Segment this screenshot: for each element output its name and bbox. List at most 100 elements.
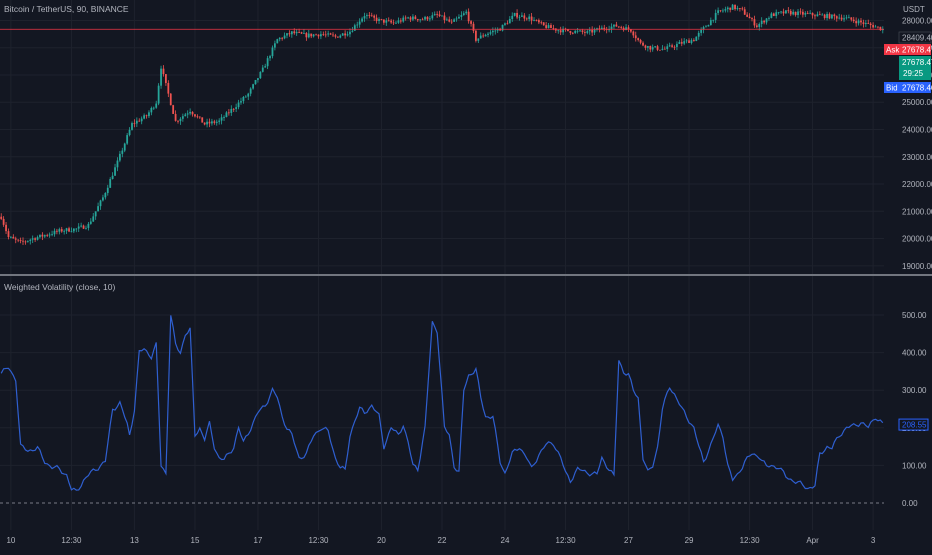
candle-body xyxy=(678,42,681,44)
price-tick-label: 23000.00 xyxy=(902,153,932,162)
currency-label: USDT xyxy=(903,5,925,14)
candle-body xyxy=(106,187,109,193)
candle-body xyxy=(48,234,51,236)
candle-body xyxy=(661,48,664,50)
candle-body xyxy=(213,121,216,123)
candle-body xyxy=(206,121,208,125)
candle-body xyxy=(816,14,819,17)
candle-body xyxy=(683,41,686,44)
candle-body xyxy=(399,20,402,22)
time-axis[interactable]: 10 12:30 13 15 17 12:30 20 22 24 12:30 27 29 12:30 Ap… xyxy=(6,536,875,545)
candle-body xyxy=(220,117,223,121)
candle-body xyxy=(353,25,356,31)
candle-body xyxy=(36,237,39,240)
candle-body xyxy=(695,36,698,42)
candle-body xyxy=(741,8,744,10)
candle-body xyxy=(445,19,448,21)
candle-body xyxy=(143,115,146,119)
candle-body xyxy=(489,32,492,34)
time-tick-label: 10 xyxy=(6,536,15,545)
candle-body xyxy=(591,29,594,33)
price-tick-label: 22000.00 xyxy=(902,180,932,189)
candle-body xyxy=(787,10,790,12)
candle-body xyxy=(862,22,865,24)
candle-body xyxy=(116,160,119,168)
candle-body xyxy=(494,30,497,32)
candle-body xyxy=(646,46,649,48)
candle-body xyxy=(75,228,78,230)
candle-body xyxy=(748,16,751,19)
candle-body xyxy=(867,22,870,24)
candle-body xyxy=(705,26,707,28)
candle-body xyxy=(329,33,332,35)
candle-body xyxy=(504,23,506,25)
candle-body xyxy=(736,8,739,10)
candle-body xyxy=(102,197,104,201)
candle-body xyxy=(801,11,804,15)
candle-body xyxy=(409,17,412,20)
candle-body xyxy=(487,33,489,35)
candle-body xyxy=(421,19,424,21)
candle-body xyxy=(157,85,160,104)
candle-body xyxy=(414,16,417,20)
candle-body xyxy=(341,33,344,36)
candle-body xyxy=(46,235,49,236)
candle-body xyxy=(370,15,373,17)
candle-body xyxy=(797,11,799,15)
candle-body xyxy=(574,30,577,34)
candle-body xyxy=(697,32,700,37)
candle-body xyxy=(7,231,10,238)
volatility-line[interactable] xyxy=(0,315,884,491)
candle-body xyxy=(70,231,73,233)
candle-body xyxy=(680,42,683,44)
time-tick-label: 17 xyxy=(253,536,262,545)
candle-body xyxy=(491,30,494,33)
candle-body xyxy=(349,31,351,35)
candle-body xyxy=(118,153,121,161)
candle-body xyxy=(378,19,380,22)
time-tick-label: 24 xyxy=(501,536,510,545)
candle-body xyxy=(479,35,482,39)
candle-body xyxy=(685,40,688,42)
last-price: 27678.47 xyxy=(902,58,932,67)
price-tick-label: 21000.00 xyxy=(902,207,932,216)
time-tick-label: 15 xyxy=(191,536,200,545)
candle-body xyxy=(310,33,313,37)
candle-body xyxy=(177,120,179,122)
candle-body xyxy=(528,16,531,20)
candle-body xyxy=(659,49,661,51)
candle-body xyxy=(380,19,383,20)
bid-label: Bid xyxy=(886,84,898,93)
candle-body xyxy=(286,33,288,36)
time-tick-label: 22 xyxy=(438,536,447,545)
candle-body xyxy=(673,46,676,48)
symbol-title[interactable]: Bitcoin / TetherUS, 90, BINANCE xyxy=(4,4,129,14)
candle-body xyxy=(126,135,129,144)
candle-body xyxy=(525,18,528,20)
candle-body xyxy=(826,14,828,18)
candle-body xyxy=(41,234,44,237)
candle-body xyxy=(227,112,230,114)
candle-body xyxy=(763,20,766,23)
candle-body xyxy=(465,11,468,14)
candle-body xyxy=(847,17,850,19)
candle-body xyxy=(87,223,90,228)
candle-body xyxy=(765,18,768,23)
candle-body xyxy=(668,45,671,47)
candle-body xyxy=(155,103,158,108)
candle-body xyxy=(269,56,271,59)
candlestick-series[interactable] xyxy=(0,3,884,245)
candle-body xyxy=(724,9,727,11)
candle-body xyxy=(387,20,390,22)
ask-label: Ask xyxy=(886,46,900,55)
candle-body xyxy=(557,30,560,32)
indicator-tick-label: 0.00 xyxy=(902,499,918,508)
candle-body xyxy=(872,25,875,28)
candle-body xyxy=(581,30,584,33)
candle-body xyxy=(738,8,741,9)
indicator-title[interactable]: Weighted Volatility (close, 10) xyxy=(4,282,116,292)
candle-body xyxy=(424,16,426,20)
candle-body xyxy=(247,93,250,97)
candle-body xyxy=(484,34,487,37)
